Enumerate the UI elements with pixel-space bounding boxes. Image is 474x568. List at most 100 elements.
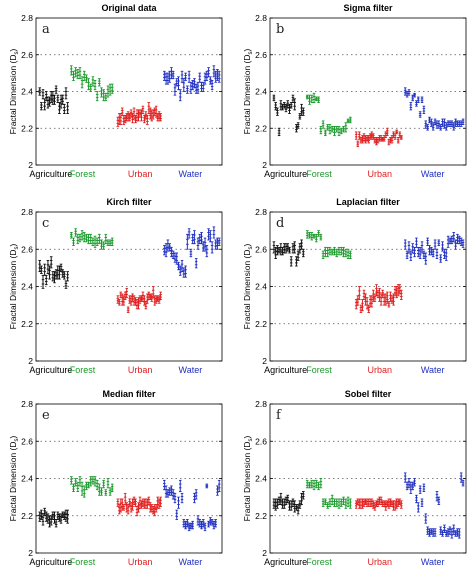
y-axis-label: Fractal Dimension (Ds) [8,49,20,135]
y-tick-label: 2.4 [255,474,267,484]
panel-letter: d [276,216,284,231]
category-label-water: Water [179,557,203,567]
category-label-forest: Forest [70,557,96,567]
y-tick-label: 2.6 [255,50,267,60]
series-agriculture [38,507,69,528]
y-tick-label: 2.2 [255,511,267,521]
category-label-water: Water [421,557,445,567]
category-label-agriculture: Agriculture [29,365,72,375]
series-water [403,472,465,539]
y-axis-label: Fractal Dimension (Ds) [242,244,254,330]
y-tick-label: 2 [28,356,33,366]
series-forest [70,65,114,102]
y-axis-label-text: Fractal Dimension (D [242,250,252,330]
y-tick-label: 2.2 [21,319,33,329]
panel-letter: f [276,408,282,423]
y-axis-label: Fractal Dimension (Ds) [242,436,254,522]
y-axis-label-paren: ) [242,244,252,247]
panel-title: Laplacian filter [336,197,400,207]
series-forest [70,476,114,498]
category-label-forest: Forest [70,169,96,179]
y-axis-label-subscript: s [14,439,20,442]
series-agriculture [38,256,69,289]
panel-letter: b [276,22,284,37]
y-tick-label: 2.2 [21,123,33,133]
series-water [403,87,465,131]
y-axis-label-text: Fractal Dimension (D [242,442,252,522]
series-agriculture [38,85,69,115]
y-tick-label: 2 [28,160,33,170]
panel-letter: a [42,22,50,37]
series-agriculture [272,239,305,267]
series-agriculture [272,94,305,137]
panel-b: 2 2.2 2.4 2.6 2.8 Sigma filter b Fractal Dimens… [242,3,467,179]
y-axis-label: Fractal Dimension (Ds) [242,49,254,135]
series-forest [305,92,352,137]
y-axis-label: Fractal Dimension (Ds) [8,244,20,330]
y-tick-label: 2.8 [255,399,267,409]
y-tick-label: 2.8 [21,13,33,23]
series-forest [305,478,352,509]
category-label-agriculture: Agriculture [264,557,307,567]
category-label-water: Water [179,169,203,179]
category-label-urban: Urban [368,557,393,567]
series-agriculture [272,491,305,515]
series-urban [116,492,162,517]
category-label-urban: Urban [368,365,393,375]
series-urban [116,102,162,127]
category-label-water: Water [421,169,445,179]
category-label-water: Water [179,365,203,375]
y-tick-label: 2.6 [21,50,33,60]
y-tick-label: 2.6 [255,436,267,446]
series-water [163,65,221,102]
y-tick-label: 2.4 [21,282,33,292]
category-label-urban: Urban [128,557,153,567]
category-label-urban: Urban [128,169,153,179]
y-axis-label-paren: ) [8,49,18,52]
y-tick-label: 2.4 [21,87,33,97]
panel-f: 2 2.2 2.4 2.6 2.8 Sobel filter f Fractal Dimens… [242,389,467,567]
panel-title: Median filter [102,389,156,399]
category-label-agriculture: Agriculture [29,169,72,179]
y-tick-label: 2 [28,548,33,558]
series-water [163,226,221,278]
series-water [403,232,465,265]
series-urban [354,284,403,314]
panel-letter: c [42,216,49,231]
category-label-urban: Urban [128,365,153,375]
y-axis-label-subscript: s [248,439,254,442]
y-axis-label-text: Fractal Dimension (D [8,250,18,330]
y-axis-label-subscript: s [14,52,20,55]
category-label-agriculture: Agriculture [29,557,72,567]
y-tick-label: 2.6 [21,244,33,254]
category-label-forest: Forest [306,365,332,375]
y-tick-label: 2.6 [21,436,33,446]
y-tick-label: 2.8 [21,399,33,409]
y-axis-label-subscript: s [14,247,20,250]
y-axis-label-paren: ) [242,49,252,52]
category-label-agriculture: Agriculture [264,169,307,179]
category-label-agriculture: Agriculture [264,365,307,375]
y-tick-label: 2.2 [21,511,33,521]
panel-title: Original data [101,3,157,13]
y-tick-label: 2 [262,548,267,558]
y-axis-label-text: Fractal Dimension (D [8,442,18,522]
y-axis-label-text: Fractal Dimension (D [242,55,252,135]
y-tick-label: 2 [262,160,267,170]
y-tick-label: 2.8 [255,207,267,217]
category-label-water: Water [421,365,445,375]
series-forest [305,230,352,260]
category-label-forest: Forest [306,557,332,567]
y-axis-label-paren: ) [242,436,252,439]
category-label-forest: Forest [306,169,332,179]
panel-title: Kirch filter [106,197,152,207]
panel-title: Sigma filter [343,3,393,13]
panel-letter: e [42,408,50,423]
series-urban [116,286,162,314]
y-axis-label-paren: ) [8,244,18,247]
y-tick-label: 2.2 [255,123,267,133]
panel-title: Sobel filter [345,389,392,399]
y-axis-label-subscript: s [248,247,254,250]
y-tick-label: 2.2 [255,319,267,329]
y-axis-label-subscript: s [248,52,254,55]
